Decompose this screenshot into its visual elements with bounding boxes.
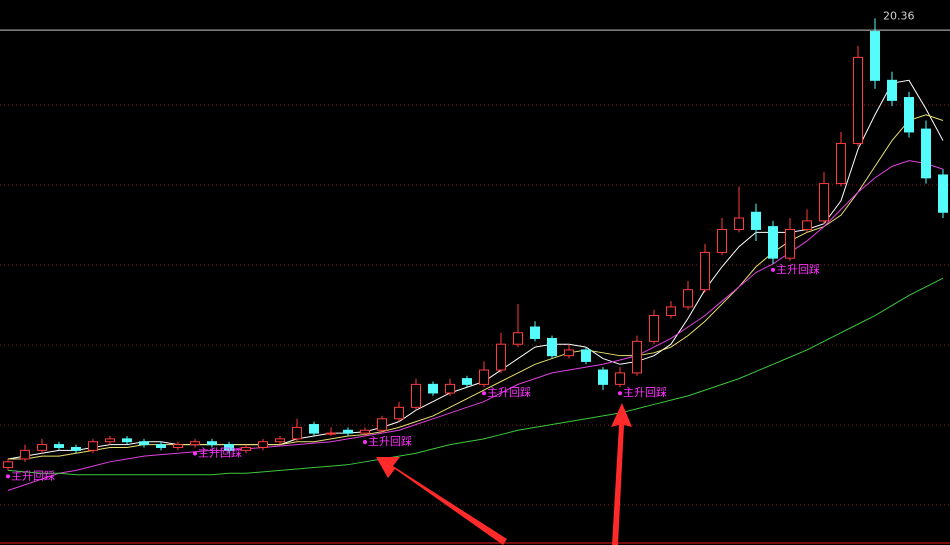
signal-label: 主升回踩 <box>198 446 242 459</box>
candle-body <box>530 326 540 339</box>
candle-body <box>836 142 846 185</box>
candle-body <box>360 429 370 434</box>
grid <box>0 29 950 506</box>
candle-body <box>904 97 914 133</box>
candle-body <box>496 343 506 371</box>
candle-body <box>649 315 659 342</box>
candle-body <box>938 174 948 213</box>
candle-body <box>241 446 251 451</box>
candle-body <box>853 56 863 144</box>
candle-body <box>411 383 421 408</box>
candle-body <box>275 438 285 443</box>
signal-marker <box>482 391 486 396</box>
candle-body <box>615 372 625 385</box>
candle-body <box>377 418 387 431</box>
candle-body <box>632 340 642 374</box>
candle-body <box>802 220 812 230</box>
candle-body <box>20 449 30 460</box>
candle-body <box>598 369 608 385</box>
candle-body <box>309 424 319 434</box>
candle-body <box>3 461 13 469</box>
candle-body <box>326 432 336 435</box>
ma-line <box>7 277 944 476</box>
signal-label: 主升回踩 <box>487 386 531 399</box>
candle-body <box>54 444 64 448</box>
candle-body <box>190 441 200 446</box>
candle-body <box>88 441 98 451</box>
arrow <box>611 403 632 545</box>
candle-body <box>292 426 302 440</box>
candle-body <box>258 441 268 448</box>
candle-body <box>139 441 149 446</box>
candle-body <box>37 444 47 451</box>
candle-body <box>71 446 81 451</box>
candle-body <box>581 349 591 362</box>
candle-body <box>921 128 931 179</box>
signal-marker <box>771 267 775 272</box>
signal-marker <box>193 451 197 456</box>
candle-body <box>224 444 234 451</box>
candle-body <box>479 369 489 385</box>
candle-body <box>564 349 574 357</box>
candle-body <box>156 444 166 448</box>
candle-body <box>700 251 710 291</box>
candle-body <box>734 217 744 230</box>
candle-body <box>768 226 778 259</box>
arrow <box>376 457 507 545</box>
high-label: 20.36 <box>883 9 915 22</box>
signal-label: 主升回踩 <box>776 263 820 276</box>
candle-body <box>547 337 557 357</box>
arrows <box>376 403 632 545</box>
candle-body <box>105 438 115 443</box>
candle-body <box>887 79 897 101</box>
candle-body <box>751 211 761 230</box>
candle-body <box>445 383 455 394</box>
candle-body <box>870 31 880 81</box>
signal-marker <box>363 440 367 444</box>
candle-body <box>207 441 217 446</box>
candle-body <box>513 332 523 345</box>
candle-body <box>683 289 693 308</box>
candles: 20.36 <box>3 9 948 471</box>
signal-label: 主升回踩 <box>623 386 667 399</box>
candle-body <box>666 306 676 317</box>
candle-body <box>717 228 727 253</box>
candle-body <box>122 438 132 443</box>
signal-label: 主升回踩 <box>368 435 412 448</box>
candle-body <box>819 183 829 222</box>
candle-body <box>394 406 404 420</box>
candle-body <box>428 383 438 394</box>
signal-label: 主升回踩 <box>11 469 55 482</box>
candle-body <box>785 228 795 259</box>
candle-body <box>173 444 183 448</box>
signal-marker <box>6 474 10 479</box>
candle-body <box>343 429 353 434</box>
candle-body <box>462 378 472 385</box>
signal-marker <box>618 391 622 396</box>
